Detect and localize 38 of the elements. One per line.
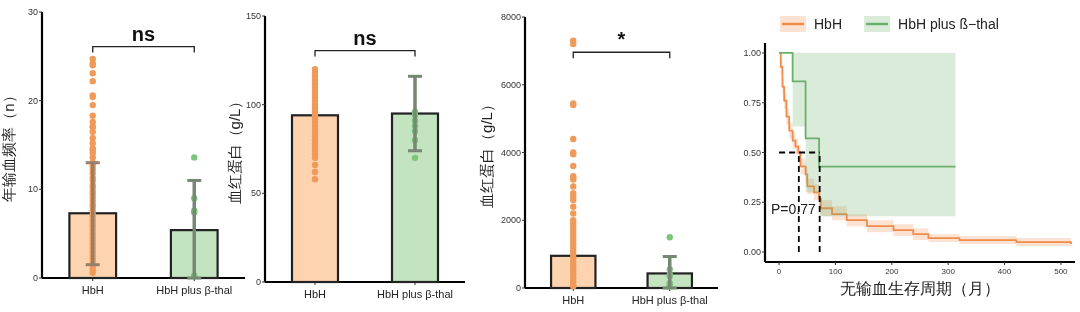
x-tick-label: HbH plus β-thal bbox=[631, 294, 708, 306]
y-tick-label: 150 bbox=[245, 11, 261, 21]
annotation: * bbox=[617, 28, 626, 51]
y-axis-title: 年输血频率（n） bbox=[0, 88, 17, 202]
x-tick-label: 200 bbox=[885, 267, 900, 276]
x-tick-label: HbH plus β-thal bbox=[376, 288, 454, 300]
y-tick-label: 1.00 bbox=[743, 47, 761, 58]
y-axis-title: 血红蛋白（g/L） bbox=[226, 93, 243, 205]
annotation: P=0.77 bbox=[771, 200, 816, 217]
x-axis-title: 无输血生存周期（月） bbox=[840, 280, 1000, 297]
x-tick-label: HbH bbox=[303, 288, 327, 300]
x-tick-label: HbH bbox=[562, 294, 585, 306]
y-axis-title: 血红蛋白（g/L） bbox=[478, 97, 495, 208]
y-tick-label: 0 bbox=[255, 277, 261, 287]
legend-label: HbH plus ß−thal bbox=[898, 16, 999, 32]
y-tick-label: 0.00 bbox=[743, 247, 761, 258]
x-tick-label: 500 bbox=[1054, 267, 1069, 276]
x-tick-label: 400 bbox=[997, 267, 1012, 276]
legend-label: HbH bbox=[814, 16, 843, 32]
x-tick-label: HbH plus β-thal bbox=[156, 284, 233, 296]
y-tick-label: 20 bbox=[27, 95, 38, 106]
x-tick-label: 300 bbox=[941, 267, 956, 276]
y-tick-label: 0.50 bbox=[743, 147, 761, 158]
y-tick-label: 2000 bbox=[500, 215, 521, 226]
x-tick-label: 100 bbox=[828, 267, 843, 276]
y-tick-label: 0.75 bbox=[743, 97, 761, 108]
y-tick-label: 50 bbox=[250, 188, 261, 199]
y-tick-label: 8000 bbox=[500, 12, 521, 22]
y-tick-label: 6000 bbox=[500, 79, 521, 90]
y-tick-label: 4000 bbox=[500, 147, 521, 158]
y-tick-label: 0.25 bbox=[743, 197, 761, 208]
annotation: ns bbox=[131, 22, 156, 45]
y-tick-label: 30 bbox=[27, 7, 38, 17]
annotation: ns bbox=[353, 26, 377, 49]
x-tick-label: 0 bbox=[776, 267, 782, 276]
y-tick-label: 100 bbox=[245, 99, 261, 110]
y-tick-label: 10 bbox=[27, 184, 38, 195]
x-tick-label: HbH bbox=[81, 284, 104, 296]
